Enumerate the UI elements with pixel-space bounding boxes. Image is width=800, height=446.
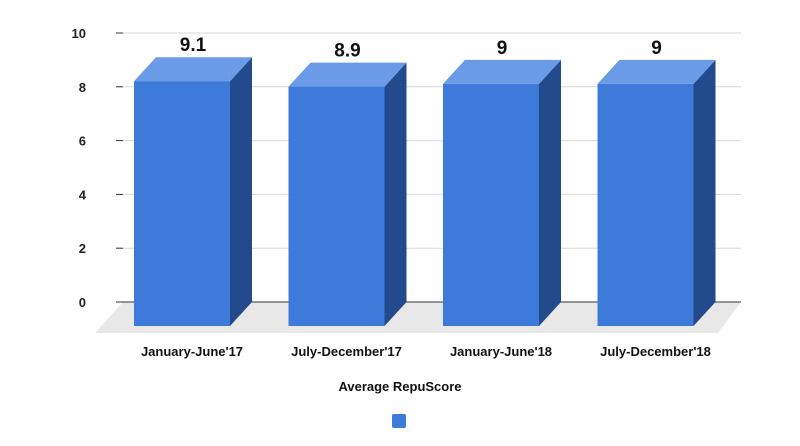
y-tick-label: 6 — [79, 134, 86, 149]
x-axis-labels: January-June'17 July-December'17 January-J… — [141, 344, 711, 359]
y-tick-label: 4 — [79, 187, 87, 202]
chart-floor — [95, 302, 741, 333]
bar-front — [134, 81, 230, 327]
bar-front — [443, 83, 539, 327]
bar: 9.1 — [134, 35, 252, 327]
y-tick-label: 10 — [72, 26, 86, 41]
bar-front — [288, 86, 385, 326]
x-tick-label: January-June'17 — [141, 344, 243, 359]
legend: Average RepuScore — [0, 378, 800, 428]
legend-swatch — [392, 414, 406, 428]
data-label: 9.1 — [180, 35, 207, 56]
y-axis-ticks: 0 2 4 6 8 10 — [72, 26, 123, 310]
x-tick-label: January-June'18 — [450, 344, 552, 359]
y-tick-label: 0 — [79, 295, 86, 310]
bar-side — [693, 59, 716, 327]
bar: 8.9 — [288, 41, 407, 327]
data-label: 9 — [651, 38, 662, 59]
x-tick-label: July-December'18 — [600, 344, 711, 359]
bar-side — [384, 62, 407, 327]
data-label: 9 — [497, 38, 508, 59]
bar-top — [288, 62, 407, 87]
data-label: 8.9 — [334, 41, 360, 62]
bars: 9.1 8.9 9 9 — [134, 35, 716, 327]
bar-front — [597, 83, 694, 327]
y-tick-label: 2 — [79, 241, 86, 256]
bar: 9 — [443, 38, 561, 327]
bar-side — [230, 57, 252, 327]
x-tick-label: July-December'17 — [291, 344, 402, 359]
bar-top — [443, 59, 561, 84]
legend-series-name: Average RepuScore — [338, 379, 462, 394]
bar: 9 — [597, 38, 716, 327]
bar-chart: 0 2 4 6 8 10 9.1 8.9 9 9 January-June'17 July-Dec… — [72, 26, 741, 359]
bar-top — [134, 57, 252, 82]
bar-side — [539, 59, 561, 327]
bar-top — [597, 59, 716, 84]
y-tick-label: 8 — [79, 80, 86, 95]
